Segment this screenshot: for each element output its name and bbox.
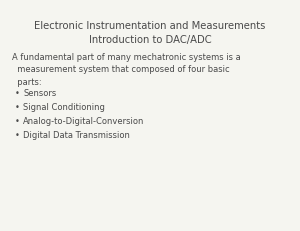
Text: Signal Conditioning: Signal Conditioning: [23, 103, 105, 112]
Text: Analog-to-Digital-Conversion: Analog-to-Digital-Conversion: [23, 117, 144, 126]
Text: Sensors: Sensors: [23, 89, 56, 98]
Text: Introduction to DAC/ADC: Introduction to DAC/ADC: [89, 35, 211, 45]
Text: A fundamental part of many mechatronic systems is a
  measurement system that co: A fundamental part of many mechatronic s…: [12, 53, 241, 87]
Text: Digital Data Transmission: Digital Data Transmission: [23, 131, 130, 140]
Text: Electronic Instrumentation and Measurements: Electronic Instrumentation and Measureme…: [34, 21, 266, 31]
Text: •: •: [15, 131, 20, 140]
Text: •: •: [15, 103, 20, 112]
Text: •: •: [15, 89, 20, 98]
Text: •: •: [15, 117, 20, 126]
